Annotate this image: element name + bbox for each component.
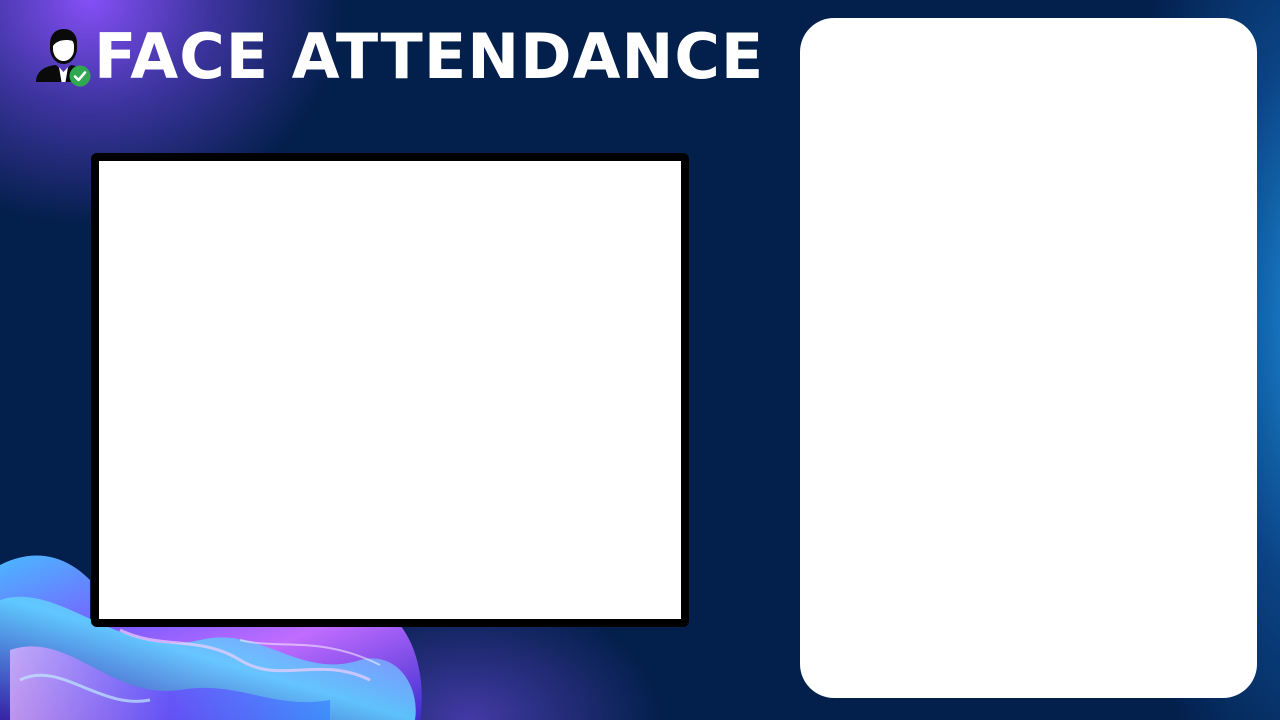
camera-feed-frame xyxy=(91,153,689,627)
app-header: FACE ATTENDANCE xyxy=(34,24,764,90)
attendance-info-panel xyxy=(800,18,1257,698)
app-title: FACE ATTENDANCE xyxy=(94,20,765,93)
user-verified-icon xyxy=(34,26,92,88)
checkmark-icon xyxy=(69,65,91,87)
decorative-fabric-image xyxy=(0,555,422,720)
